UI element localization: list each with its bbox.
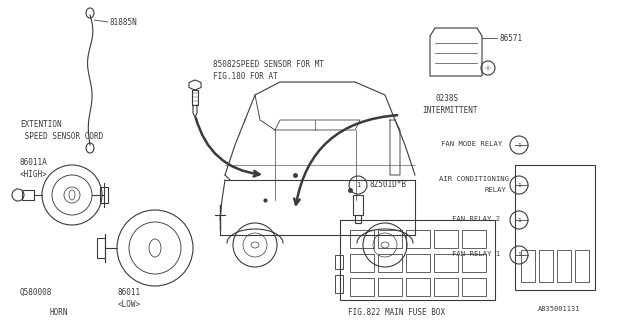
Text: 1: 1 — [517, 218, 521, 222]
Bar — [350, 254, 374, 272]
Text: 86011: 86011 — [118, 288, 141, 297]
Bar — [434, 254, 458, 272]
Bar — [350, 230, 374, 248]
Bar — [462, 278, 486, 296]
Bar — [539, 250, 553, 282]
Bar — [192, 90, 198, 105]
Text: 86011A: 86011A — [20, 158, 48, 167]
Text: 1: 1 — [517, 142, 521, 148]
Text: RELAY: RELAY — [484, 187, 506, 193]
Bar — [355, 215, 361, 223]
Text: <HIGH>: <HIGH> — [20, 170, 48, 179]
Text: Q580008: Q580008 — [20, 288, 52, 297]
Text: <LOW>: <LOW> — [118, 300, 141, 309]
Bar — [434, 278, 458, 296]
Text: A835001131: A835001131 — [538, 306, 580, 312]
Text: SPEED SENSOR CORD: SPEED SENSOR CORD — [20, 132, 103, 141]
Text: 85082SPEED SENSOR FOR MT: 85082SPEED SENSOR FOR MT — [213, 60, 324, 69]
Bar — [406, 230, 430, 248]
Bar — [378, 278, 402, 296]
Bar — [462, 230, 486, 248]
Bar — [97, 238, 105, 258]
Bar — [462, 254, 486, 272]
Text: EXTENTION: EXTENTION — [20, 120, 61, 129]
Text: HORN: HORN — [50, 308, 68, 317]
Bar — [378, 230, 402, 248]
Bar — [350, 278, 374, 296]
Text: 1: 1 — [356, 182, 360, 188]
Bar — [406, 254, 430, 272]
Text: FIG.822 MAIN FUSE BOX: FIG.822 MAIN FUSE BOX — [348, 308, 445, 317]
Bar — [100, 187, 108, 203]
Bar — [335, 275, 343, 293]
Bar — [406, 278, 430, 296]
Text: 1: 1 — [517, 182, 521, 188]
Bar — [378, 254, 402, 272]
Text: 82501D*B: 82501D*B — [370, 180, 407, 189]
Bar — [515, 165, 595, 290]
Text: FAN RELAY 1: FAN RELAY 1 — [451, 251, 500, 257]
Bar — [434, 230, 458, 248]
Bar — [557, 250, 571, 282]
Bar — [340, 220, 495, 300]
Text: FAN MODE RELAY: FAN MODE RELAY — [441, 141, 502, 147]
Text: 81885N: 81885N — [110, 18, 138, 27]
Bar — [575, 250, 589, 282]
Bar — [353, 195, 363, 215]
Bar — [335, 255, 343, 269]
Text: FIG.180 FOR AT: FIG.180 FOR AT — [213, 72, 278, 81]
Bar — [22, 190, 34, 200]
Text: 86571: 86571 — [499, 34, 522, 43]
Text: AIR CONDITIONING: AIR CONDITIONING — [439, 176, 509, 182]
Text: INTERMITTENT: INTERMITTENT — [422, 106, 477, 115]
Bar — [521, 250, 535, 282]
Text: FAN RELAY 2: FAN RELAY 2 — [451, 216, 500, 222]
Text: 0238S: 0238S — [436, 94, 459, 103]
Text: 1: 1 — [517, 252, 521, 258]
